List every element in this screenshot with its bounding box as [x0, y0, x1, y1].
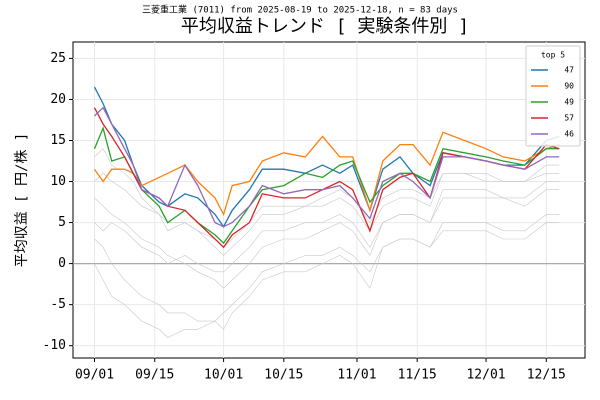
y-tick-label: 15 — [50, 133, 66, 148]
y-tick-label: -10 — [43, 338, 66, 353]
legend-title: top 5 — [541, 51, 565, 60]
legend-label: 46 — [564, 130, 574, 139]
chart-subtitle: 三菱重工業 (7011) from 2025-08-19 to 2025-12-… — [142, 4, 458, 16]
series-line — [93, 126, 560, 245]
background-line — [94, 181, 560, 273]
y-tick-label: 10 — [50, 174, 66, 189]
x-tick-label: 10/01 — [204, 368, 243, 383]
y-tick-label: 0 — [58, 256, 66, 271]
background-line — [94, 222, 560, 338]
legend: top 5 47 90 49 57 46 — [525, 45, 581, 147]
y-tick-label: 5 — [58, 215, 66, 230]
x-tick-label: 12/01 — [466, 368, 505, 383]
chart-title: 平均収益トレンド [ 実験条件別 ] — [181, 16, 469, 37]
series-line — [94, 106, 560, 228]
y-axis-label: 平均収益 [ 円/株 ] — [14, 133, 30, 268]
y-tick-label: 20 — [50, 92, 66, 107]
y-tick-label: 25 — [50, 51, 66, 66]
plot-area — [72, 41, 586, 359]
legend-box — [525, 45, 581, 147]
background-line — [94, 148, 560, 256]
background-line — [94, 214, 560, 330]
legend-label: 49 — [564, 98, 574, 107]
x-tick-label: 11/01 — [337, 368, 376, 383]
x-tick-label: 12/15 — [527, 368, 566, 383]
x-tick-label: 11/15 — [398, 368, 437, 383]
background-line — [94, 189, 560, 289]
y-tick-label: -5 — [50, 297, 66, 312]
x-tick-label: 09/01 — [75, 368, 114, 383]
series-line — [93, 131, 560, 217]
x-tick-label: 09/15 — [135, 368, 174, 383]
legend-label: 47 — [564, 66, 574, 75]
legend-label: 57 — [564, 114, 574, 123]
legend-label: 90 — [564, 82, 574, 91]
x-tick-label: 10/15 — [264, 368, 303, 383]
